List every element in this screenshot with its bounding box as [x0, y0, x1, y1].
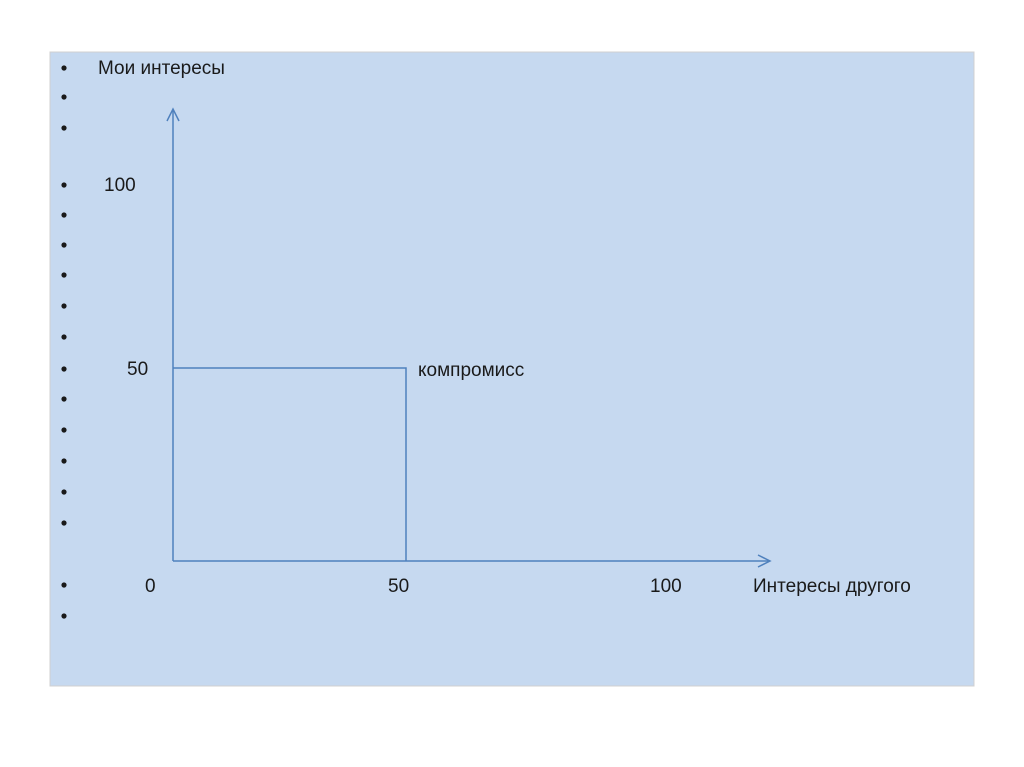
y-label: 100	[104, 175, 136, 196]
bullet	[61, 242, 67, 248]
point-label: компромисс	[418, 360, 524, 381]
bullet-list	[61, 65, 67, 619]
bullet	[61, 520, 67, 526]
bullet	[61, 582, 67, 588]
bullet	[61, 427, 67, 433]
bullet	[61, 489, 67, 495]
bullet	[61, 182, 67, 188]
bullet	[61, 125, 67, 131]
x-axis-arrow	[757, 554, 772, 568]
y-axis-arrow	[166, 107, 180, 122]
compromise-guide	[173, 367, 407, 561]
bullet	[61, 212, 67, 218]
bullet	[61, 613, 67, 619]
x-label: 100	[650, 576, 682, 597]
bullet	[61, 94, 67, 100]
content-panel	[49, 51, 975, 687]
bullet	[61, 334, 67, 340]
y-axis-label: Мои интересы	[98, 58, 225, 79]
x-label: 0	[145, 576, 156, 597]
x-axis-label: Интересы другого	[753, 576, 911, 597]
bullet	[61, 366, 67, 372]
bullet	[61, 65, 67, 71]
bullet	[61, 458, 67, 464]
bullet	[61, 303, 67, 309]
bullet	[61, 396, 67, 402]
bullet	[61, 272, 67, 278]
x-label: 50	[388, 576, 409, 597]
y-label: 50	[127, 359, 148, 380]
